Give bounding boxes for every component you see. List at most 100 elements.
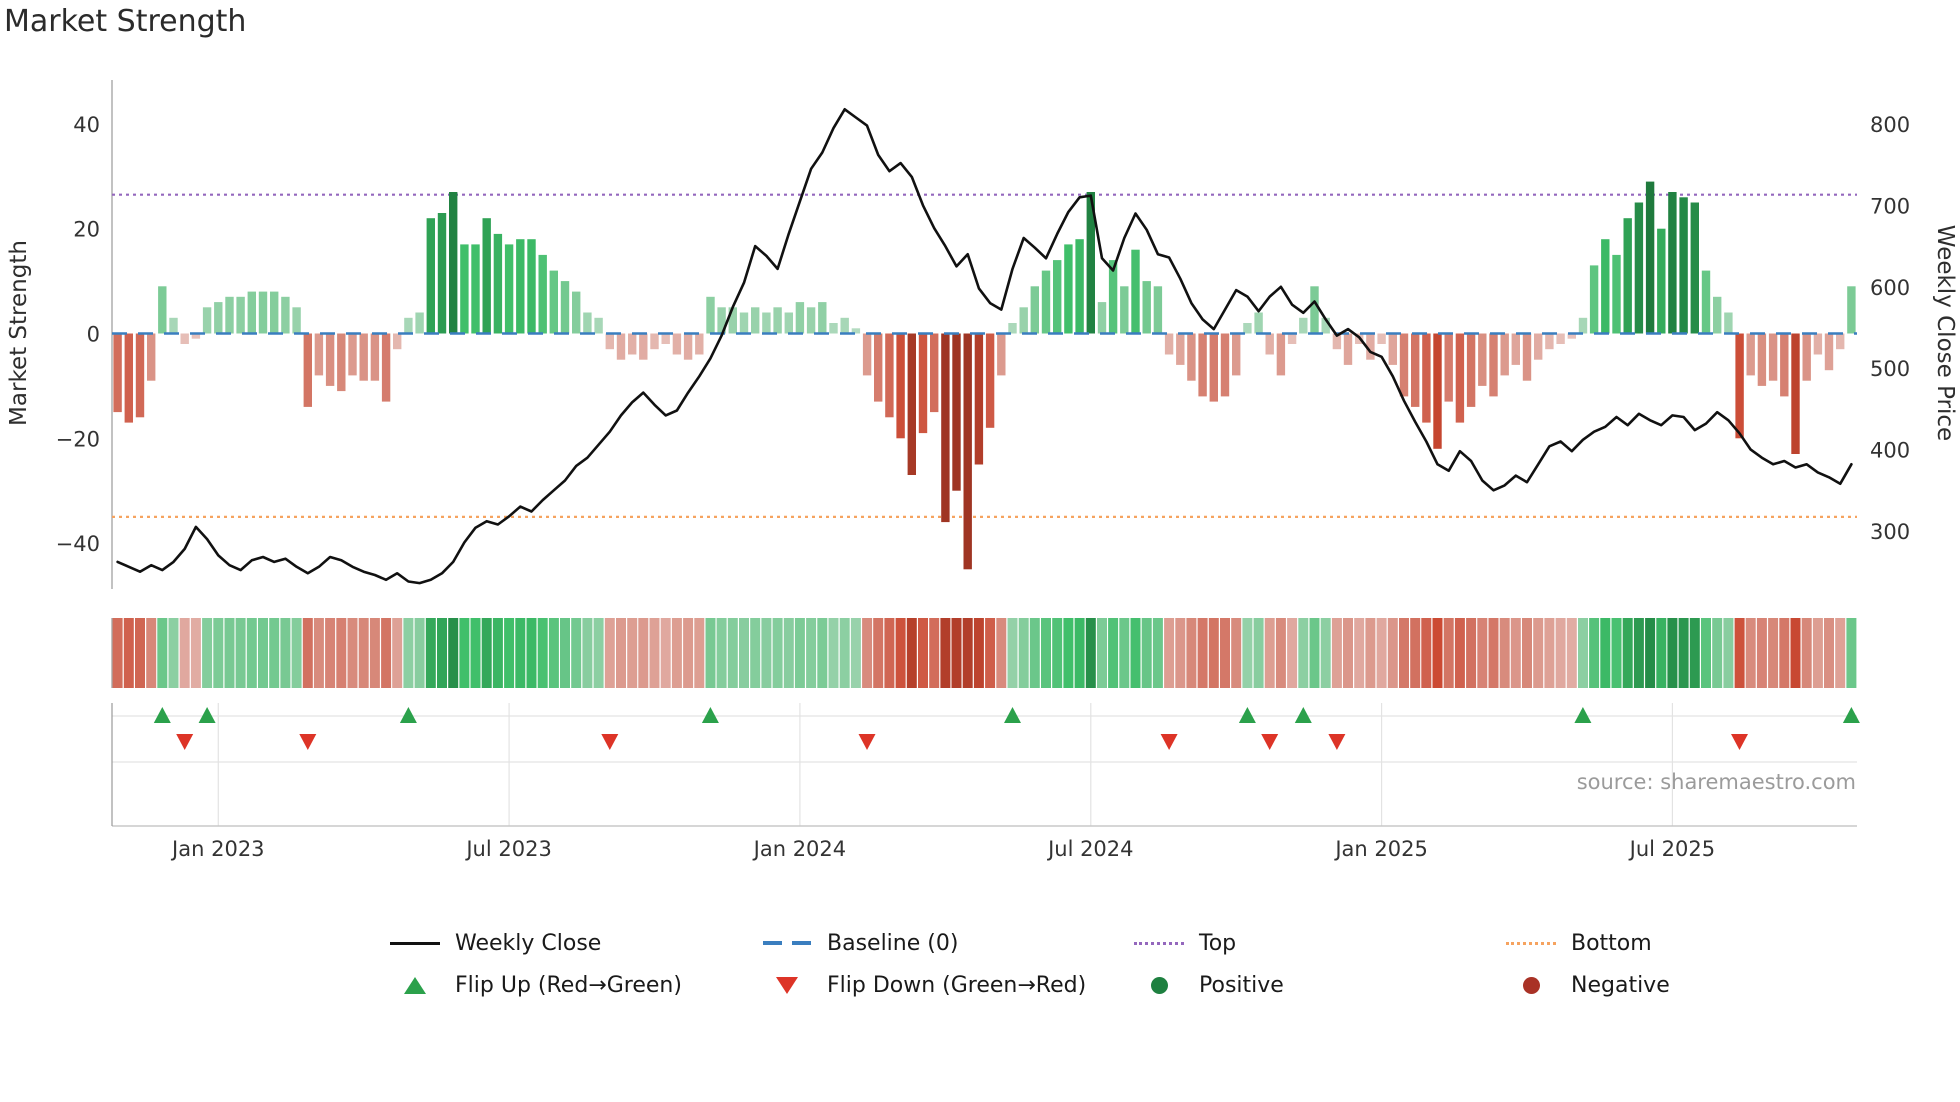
strength-bar (236, 296, 245, 334)
strength-bar (1679, 197, 1688, 334)
heatmap-cell (884, 618, 895, 688)
heatmap-cell (940, 618, 951, 688)
heatmap-cell (1242, 618, 1253, 688)
legend-item-baseline[interactable]: Baseline (0) (762, 922, 1134, 964)
x-tick-label: Jan 2024 (752, 837, 847, 861)
strength-bar (885, 333, 894, 418)
strength-bar (1388, 333, 1397, 365)
heatmap-cell (1824, 618, 1834, 688)
heatmap-cell (269, 618, 280, 688)
heatmap-cell (1231, 618, 1242, 688)
strength-bar (393, 333, 402, 350)
heatmap-cell (1812, 618, 1823, 688)
strength-bar (1276, 333, 1286, 376)
heatmap-cell (1164, 618, 1175, 688)
strength-bar (560, 281, 570, 334)
heatmap-cell (996, 618, 1007, 688)
heatmap-cell (1264, 618, 1275, 688)
strength-bar (1377, 333, 1386, 344)
legend-item-weekly-close[interactable]: Weekly Close (390, 922, 762, 964)
heatmap-cell (951, 618, 962, 688)
strength-bar (1008, 323, 1017, 334)
strength-bar (337, 333, 346, 392)
strength-bar (1668, 192, 1677, 334)
strength-bar (795, 302, 805, 334)
heatmap-cell (1354, 618, 1365, 688)
heatmap-cell (470, 618, 481, 688)
strength-bar (493, 233, 503, 334)
legend-item-flip-down[interactable]: Flip Down (Green→Red) (762, 964, 1134, 1006)
flip-up-icon (1294, 707, 1312, 723)
heatmap-cell (1320, 618, 1331, 688)
heatmap-cell (1119, 618, 1130, 688)
legend-item-bottom[interactable]: Bottom (1506, 922, 1878, 964)
heatmap-cell (772, 618, 783, 688)
strength-bar (292, 307, 301, 334)
strength-bar (1623, 218, 1632, 334)
heatmap-cell (1253, 618, 1264, 688)
strength-bar (1086, 192, 1095, 334)
strength-bar (717, 307, 726, 334)
strength-bar (1713, 296, 1722, 334)
legend-item-top[interactable]: Top (1134, 922, 1506, 964)
heatmap-cell (582, 618, 593, 688)
heatmap-cell (1622, 618, 1633, 688)
heatmap-cell (459, 618, 470, 688)
strength-bar (997, 333, 1006, 376)
strength-bar (840, 317, 849, 334)
heatmap-cell (179, 618, 190, 688)
heatmap-cell (1723, 618, 1734, 688)
heatmap-cell (1488, 618, 1499, 688)
strength-bar (516, 239, 525, 334)
strength-bar (1332, 333, 1342, 350)
heatmap-cell (627, 618, 638, 688)
strength-bar (359, 333, 368, 381)
legend-item-positive[interactable]: Positive (1134, 964, 1506, 1006)
heatmap-cell (1343, 618, 1353, 688)
heatmap-cell (1645, 618, 1656, 688)
heatmap-cell (929, 618, 940, 688)
strength-bar (896, 333, 905, 439)
heatmap-cell (1376, 618, 1387, 688)
heatmap-cell (962, 618, 973, 688)
right-tick-label: 800 (1870, 113, 1910, 137)
strength-bar (1075, 239, 1084, 334)
heatmap-cell (1041, 618, 1051, 688)
negative-swatch-icon (1506, 972, 1556, 998)
strength-bar (1791, 333, 1800, 454)
heatmap-cell (1029, 618, 1040, 688)
strength-bar (1556, 333, 1565, 344)
strength-bar (1209, 333, 1218, 402)
strength-bar (124, 333, 133, 423)
heatmap-cell (862, 618, 873, 688)
strength-bar (1500, 333, 1509, 376)
heatmap-cell (1410, 618, 1421, 688)
heatmap-cell (481, 618, 492, 688)
strength-bar (1657, 228, 1666, 334)
heatmap-cell (1052, 618, 1063, 688)
strength-bar (549, 270, 558, 334)
heatmap-cell (448, 618, 459, 688)
heatmap-cell (727, 618, 738, 688)
strength-bar (1534, 333, 1543, 360)
strength-bar (1142, 281, 1151, 334)
heatmap-cell (1298, 618, 1309, 688)
heatmap-cell (213, 618, 224, 688)
flip-down-swatch-icon (762, 972, 812, 998)
legend-item-flip-up[interactable]: Flip Up (Red→Green) (390, 964, 762, 1006)
strength-bar (169, 317, 178, 334)
heatmap-cell (157, 618, 168, 688)
strength-bar (605, 333, 614, 350)
strength-bar (1589, 265, 1599, 334)
flip-down-icon (601, 734, 619, 750)
legend-row-1: Weekly Close Baseline (0) Top Bottom (390, 922, 1960, 964)
strength-bar (191, 333, 201, 339)
heatmap-cell (515, 618, 526, 688)
legend-item-negative[interactable]: Negative (1506, 964, 1878, 1006)
heatmap-cell (873, 618, 884, 688)
strength-bar (1724, 312, 1733, 334)
strength-bar (1198, 333, 1207, 397)
strength-bar (270, 291, 279, 334)
strength-bar (415, 312, 424, 334)
strength-bar (1735, 333, 1744, 439)
